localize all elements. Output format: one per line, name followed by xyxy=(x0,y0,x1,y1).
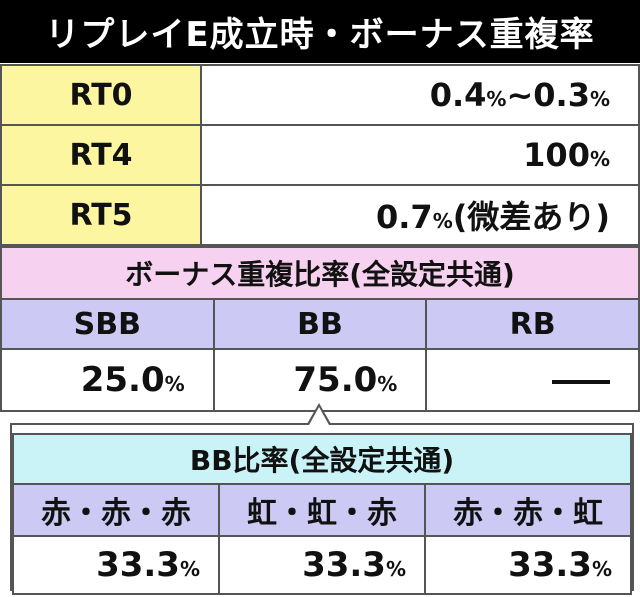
table-row: RT5 0.7%(微差あり) xyxy=(0,184,640,246)
value-number: 75.0 xyxy=(293,360,378,400)
percent-sign: % xyxy=(432,209,453,233)
bonus-ratio-title: ボーナス重複比率(全設定共通) xyxy=(0,246,640,300)
percent-sign: % xyxy=(589,147,610,171)
column-header: 赤・赤・虹 xyxy=(424,483,632,537)
bonus-ratio-table: ボーナス重複比率(全設定共通) SBB BB RB 25.0% 75.0% xyxy=(0,246,640,412)
column-header: 虹・虹・赤 xyxy=(218,483,426,537)
table-header-row: SBB BB RB xyxy=(0,298,640,350)
dash-icon xyxy=(552,379,610,384)
percent-sign: % xyxy=(179,557,200,581)
ratio-value xyxy=(425,348,640,412)
rt-table: RT0 0.4%~0.3% RT4 100% RT5 0.7%(微差あり) xyxy=(0,64,640,246)
page-title: リプレイE成立時・ボーナス重複率 xyxy=(0,0,640,63)
rt-label: RT4 xyxy=(0,124,202,186)
column-header: SBB xyxy=(0,298,215,350)
ratio-value: 33.3% xyxy=(218,535,426,595)
table-row: RT4 100% xyxy=(0,124,640,186)
bb-ratio-table: BB比率(全設定共通) 赤・赤・赤 虹・虹・赤 赤・赤・虹 33.3% 33.3… xyxy=(12,433,632,595)
rt-value: 100% xyxy=(200,124,640,186)
rt-label: RT5 xyxy=(0,184,202,246)
callout-pointer-fill xyxy=(309,407,329,425)
value-number: 33.3 xyxy=(508,545,592,585)
table-title-row: BB比率(全設定共通) xyxy=(12,433,632,485)
percent-sign: % xyxy=(589,87,610,111)
table-header-row: 赤・赤・赤 虹・虹・赤 赤・赤・虹 xyxy=(12,483,632,537)
rt-label: RT0 xyxy=(0,64,202,126)
bb-ratio-title: BB比率(全設定共通) xyxy=(12,433,632,485)
ratio-value: 25.0% xyxy=(0,348,215,412)
ratio-value: 75.0% xyxy=(212,348,428,412)
rt-value: 0.7%(微差あり) xyxy=(200,184,640,246)
value-number: 0.7 xyxy=(376,198,433,236)
percent-sign: % xyxy=(591,557,612,581)
value-number: 33.3 xyxy=(96,545,180,585)
value-note: (微差あり) xyxy=(452,198,610,236)
percent-sign: % xyxy=(486,87,507,111)
column-header: BB xyxy=(212,298,428,350)
value-number: 33.3 xyxy=(302,545,386,585)
table-row: 25.0% 75.0% xyxy=(0,348,640,412)
rt-value: 0.4%~0.3% xyxy=(200,64,640,126)
table-title-row: ボーナス重複比率(全設定共通) xyxy=(0,246,640,300)
percent-sign: % xyxy=(164,372,185,396)
ratio-value: 33.3% xyxy=(424,535,632,595)
table-row: RT0 0.4%~0.3% xyxy=(0,64,640,126)
column-header: 赤・赤・赤 xyxy=(12,483,220,537)
value-number: 25.0 xyxy=(80,360,165,400)
percent-sign: % xyxy=(385,557,406,581)
ratio-value: 33.3% xyxy=(12,535,220,595)
value-number: 0.4 xyxy=(429,76,487,114)
value-number: 100 xyxy=(523,136,590,174)
value-number: ~0.3 xyxy=(506,76,590,114)
table-row: 33.3% 33.3% 33.3% xyxy=(12,535,632,595)
column-header: RB xyxy=(425,298,640,350)
percent-sign: % xyxy=(377,372,398,396)
